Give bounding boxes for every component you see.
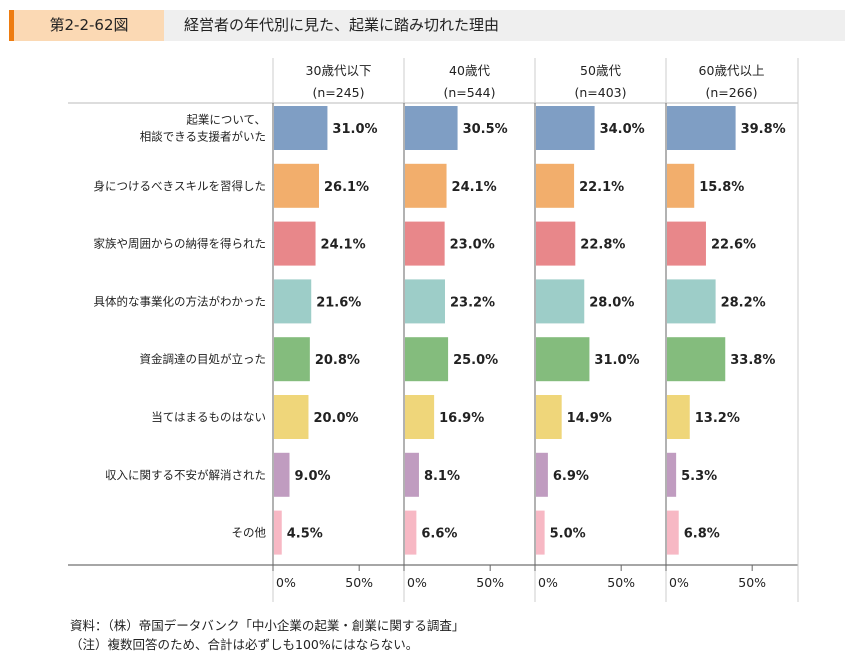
data-label: 25.0%	[453, 353, 498, 368]
data-label: 6.9%	[553, 469, 589, 484]
category-label: 当てはまるものはない	[151, 410, 266, 424]
data-label: 15.8%	[699, 180, 744, 195]
data-label: 31.0%	[594, 353, 639, 368]
category-label: 相談できる支援者がいた	[140, 130, 266, 144]
bar	[274, 221, 316, 266]
category-label: 具体的な事業化の方法がわかった	[94, 294, 267, 308]
panel-n: (n=403)	[574, 85, 626, 100]
panel-title: 60歳代以上	[699, 63, 765, 78]
figure-title: 経営者の年代別に見た、起業に踏み切れた理由	[184, 16, 500, 34]
data-label: 5.0%	[550, 527, 586, 542]
data-label: 34.0%	[600, 122, 645, 137]
bar	[667, 510, 679, 555]
bar	[667, 279, 716, 324]
bar	[405, 163, 447, 208]
data-label: 22.6%	[711, 238, 756, 253]
bar	[667, 106, 736, 150]
bar	[405, 337, 449, 382]
data-label: 5.3%	[681, 469, 717, 484]
bar	[405, 279, 445, 324]
footnote: （注）複数回答のため、合計は必ずしも100%にはならない。	[70, 637, 419, 652]
data-label: 26.1%	[324, 180, 369, 195]
bar	[405, 510, 417, 555]
bar	[274, 510, 282, 555]
data-label: 33.8%	[730, 353, 775, 368]
panel-title: 40歳代	[449, 63, 490, 78]
data-label: 13.2%	[695, 411, 740, 426]
bar	[405, 452, 419, 497]
bar	[536, 221, 576, 266]
x-tick-label: 0%	[538, 575, 558, 590]
x-tick-label: 50%	[738, 575, 766, 590]
data-label: 16.9%	[439, 411, 484, 426]
bar	[536, 337, 590, 382]
data-label: 8.1%	[424, 469, 460, 484]
bar	[667, 163, 695, 208]
category-label: 収入に関する不安が解消された	[105, 468, 266, 482]
data-label: 28.2%	[721, 295, 766, 310]
data-label: 21.6%	[316, 295, 361, 310]
bar	[536, 106, 595, 150]
bar	[667, 337, 726, 382]
panel-n: (n=544)	[443, 85, 495, 100]
source-note: 資料：（株）帝国データバンク「中小企業の起業・創業に関する調査」	[70, 618, 465, 633]
bar	[667, 395, 690, 439]
bar	[405, 395, 435, 439]
x-tick-label: 0%	[276, 575, 296, 590]
panel-title: 50歳代	[580, 63, 621, 78]
x-tick-label: 50%	[607, 575, 635, 590]
bar	[274, 163, 319, 208]
bar	[667, 221, 706, 266]
panel-n: (n=266)	[705, 85, 757, 100]
category-label: 起業について、	[186, 113, 266, 127]
bar	[667, 452, 677, 497]
data-label: 22.8%	[580, 238, 625, 253]
panel-n: (n=245)	[312, 85, 364, 100]
bar	[405, 221, 445, 266]
figure-number: 第2-2-62図	[9, 10, 164, 41]
data-label: 23.2%	[450, 295, 495, 310]
panel-title: 30歳代以下	[306, 63, 372, 78]
data-label: 6.6%	[421, 527, 457, 542]
bar	[536, 395, 562, 439]
bar	[274, 337, 310, 382]
data-label: 14.9%	[567, 411, 612, 426]
category-label: 資金調達の目処が立った	[140, 352, 267, 366]
bar	[536, 163, 575, 208]
data-label: 31.0%	[332, 122, 377, 137]
data-label: 20.0%	[313, 411, 358, 426]
x-tick-label: 50%	[476, 575, 504, 590]
data-label: 39.8%	[741, 122, 786, 137]
data-label: 20.8%	[315, 353, 360, 368]
data-label: 6.8%	[684, 527, 720, 542]
title-bar: 第2-2-62図 経営者の年代別に見た、起業に踏み切れた理由	[9, 10, 845, 41]
bar	[536, 452, 548, 497]
data-label: 9.0%	[295, 469, 331, 484]
bar	[274, 106, 328, 150]
category-label: 身につけるべきスキルを習得した	[94, 179, 267, 193]
x-tick-label: 0%	[669, 575, 689, 590]
data-label: 24.1%	[321, 238, 366, 253]
bar	[274, 452, 290, 497]
bar	[536, 279, 585, 324]
x-tick-label: 0%	[407, 575, 427, 590]
category-label: その他	[232, 526, 267, 540]
data-label: 28.0%	[589, 295, 634, 310]
data-label: 24.1%	[452, 180, 497, 195]
data-label: 4.5%	[287, 527, 323, 542]
bar	[405, 106, 458, 150]
x-tick-label: 50%	[345, 575, 373, 590]
category-label: 家族や周囲からの納得を得られた	[94, 237, 267, 251]
bar	[274, 279, 312, 324]
data-label: 23.0%	[450, 238, 495, 253]
data-label: 22.1%	[579, 180, 624, 195]
data-label: 30.5%	[463, 122, 508, 137]
bar	[274, 395, 309, 439]
bar	[536, 510, 545, 555]
